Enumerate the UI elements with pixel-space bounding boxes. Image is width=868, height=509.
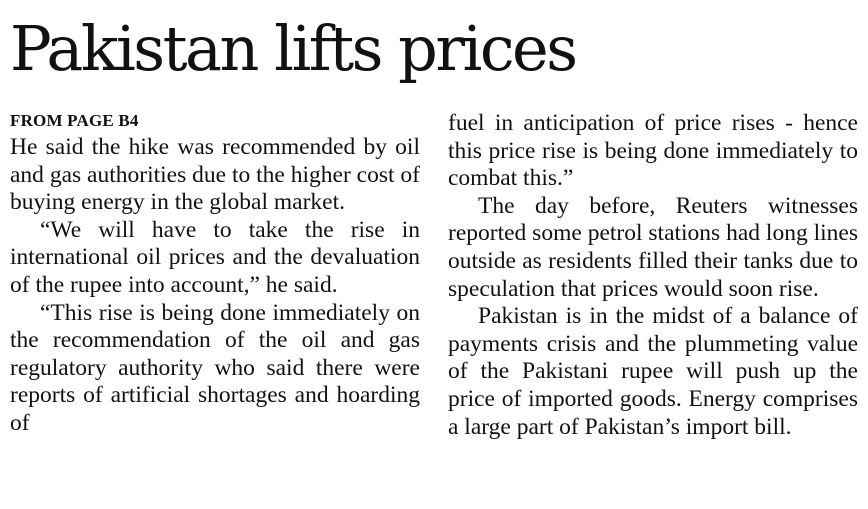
headline: Pakistan lifts prices — [10, 12, 578, 85]
paragraph: He said the hike was recommended by oil … — [10, 134, 420, 216]
article-column-right: fuel in anticipation of price rises - he… — [448, 110, 858, 441]
article-column-left: FROM PAGE B4 He said the hike was recomm… — [10, 110, 420, 438]
dateline: FROM PAGE B4 — [10, 111, 139, 130]
paragraph-continued: fuel in anticipation of price rises - he… — [448, 110, 858, 192]
paragraph: The day before, Reuters witnesses report… — [448, 192, 858, 302]
paragraph: “This rise is being done immediately on … — [10, 299, 420, 436]
paragraph: Pakistan is in the midst of a balance of… — [448, 303, 858, 440]
paragraph: “We will have to take the rise in intern… — [10, 216, 420, 298]
